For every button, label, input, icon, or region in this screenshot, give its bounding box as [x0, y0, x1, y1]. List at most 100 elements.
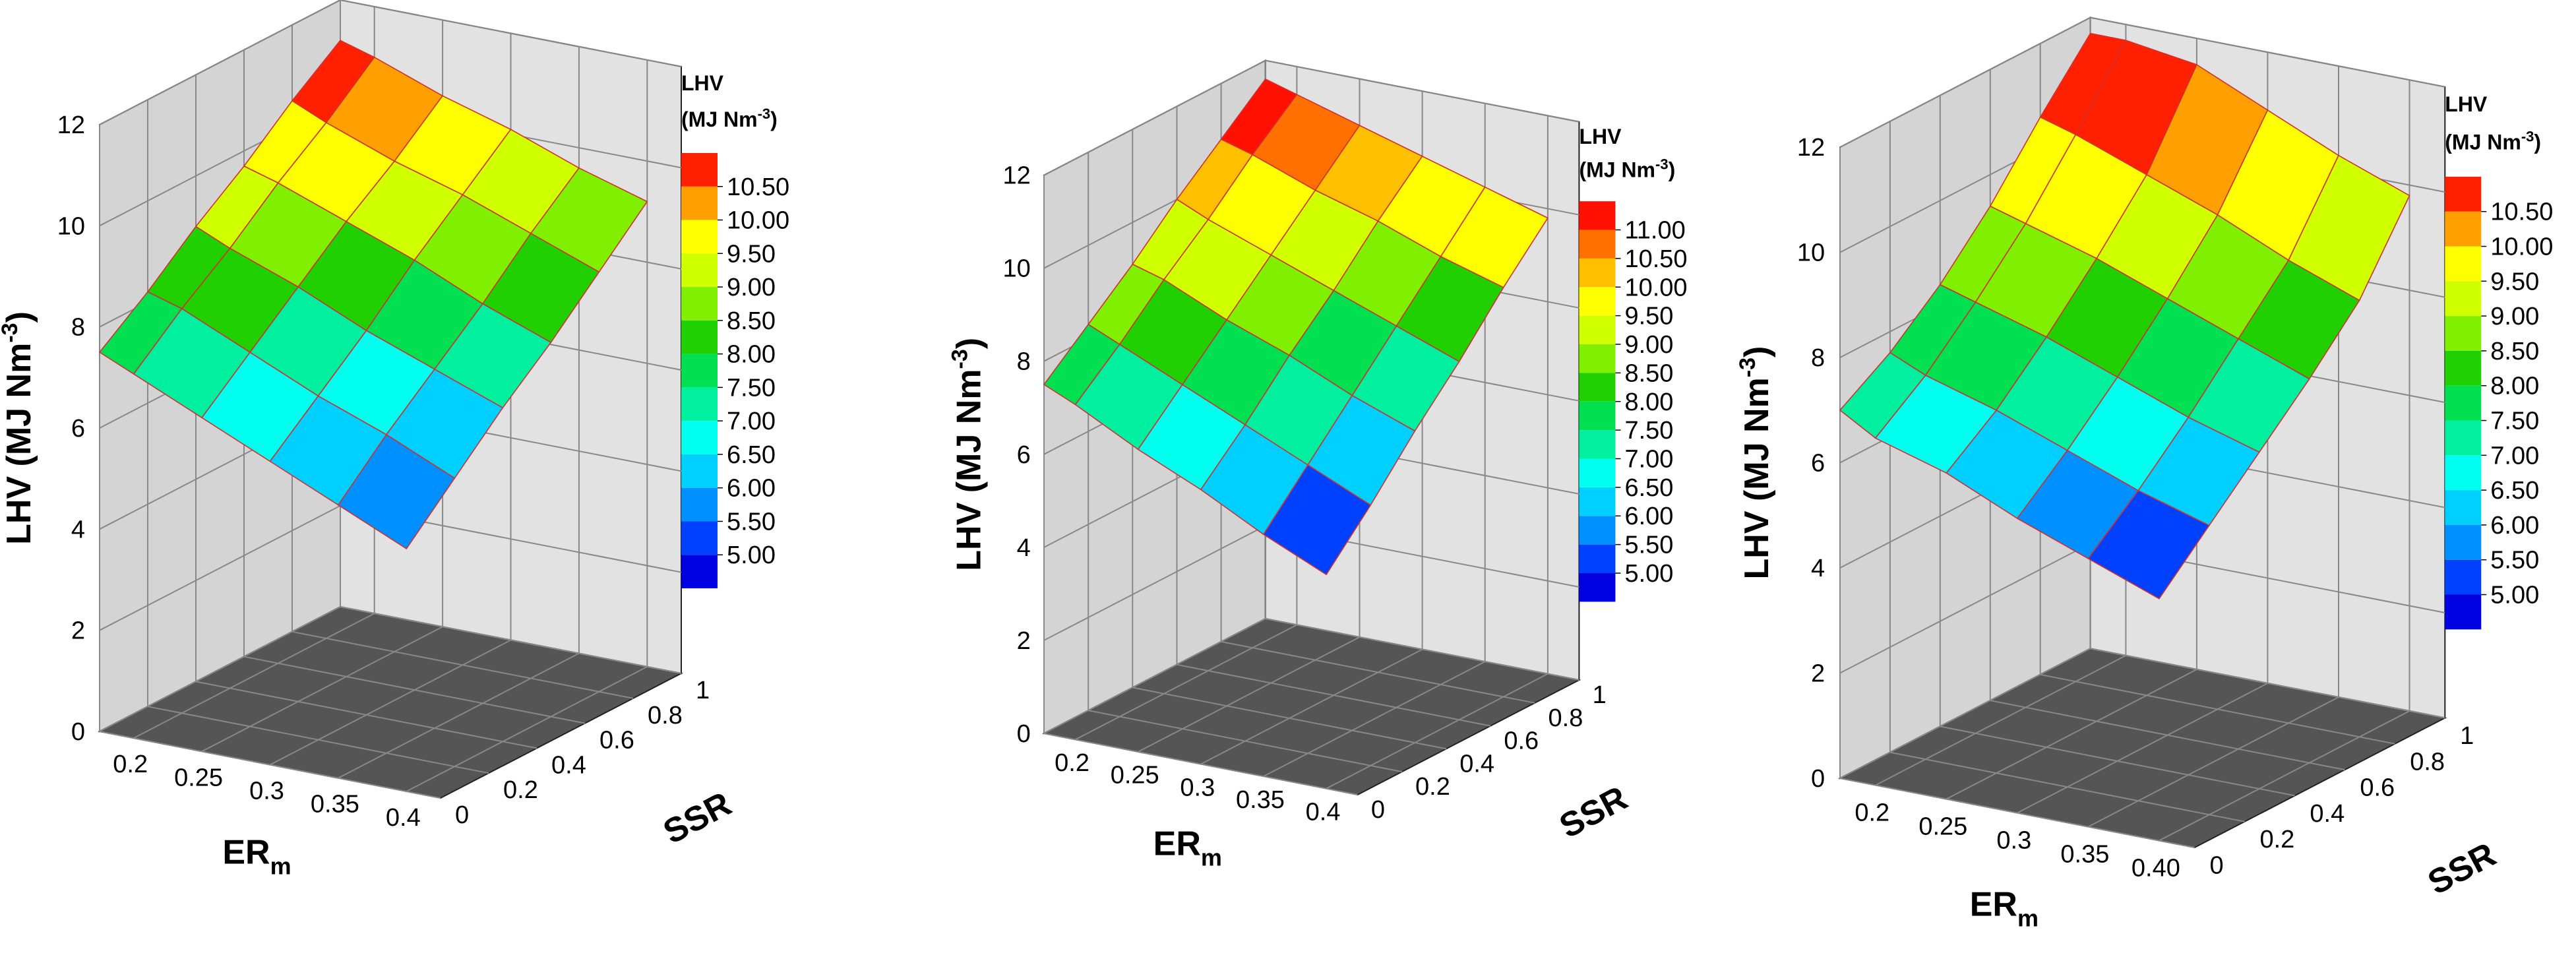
y-tick-label: 0.8 [2410, 748, 2445, 776]
colorbar-box [2445, 246, 2482, 282]
z-tick-label: 4 [1811, 555, 1825, 582]
colorbar-box [1579, 516, 1616, 545]
colorbar-label: 9.50 [2490, 268, 2539, 295]
z-tick-label: 0 [1811, 765, 1825, 793]
z-axis-title-part: ) [1738, 346, 1776, 357]
colorbar-box [1579, 258, 1616, 288]
colorbar-box [2445, 281, 2482, 317]
colorbar-box [2445, 559, 2482, 595]
x-tick-label: 0.25 [1918, 813, 1967, 841]
z-tick-label: 10 [57, 212, 85, 240]
y-tick-label: 0.4 [1459, 750, 1494, 778]
x-axis-title-part: m [2017, 905, 2039, 932]
z-axis-title-part: LHV (MJ Nm [950, 369, 988, 571]
colorbar-label: 10.50 [1624, 245, 1687, 273]
colorbar-box [2445, 524, 2482, 560]
colorbar-label: 5.00 [1624, 560, 1673, 588]
z-tick-label: 8 [1811, 344, 1825, 372]
colorbar-box [1579, 544, 1616, 573]
colorbar-label: 5.50 [1624, 532, 1673, 559]
y-tick-label: 0 [455, 801, 469, 829]
colorbar-label: 7.00 [1624, 446, 1673, 474]
y-grid-line [1839, 147, 2195, 848]
z-axis-title: LHV (MJ Nm-3) [0, 311, 38, 545]
colorbar-label: 10.00 [727, 207, 789, 235]
x-tick-label: 0.3 [1180, 774, 1215, 801]
colorbar-label: 8.50 [1624, 359, 1673, 387]
colorbar-box [1579, 487, 1616, 516]
colorbar-label: 9.50 [727, 240, 776, 268]
colorbar-box [2445, 176, 2482, 212]
y-tick-label: 0.6 [599, 727, 634, 755]
x-tick-label: 0.2 [113, 751, 148, 778]
legend-unit-part: ) [1669, 158, 1676, 181]
z-tick-label: 12 [1797, 134, 1825, 162]
z-tick-label: 10 [1002, 255, 1030, 283]
x-axis-title-part: ER [1970, 886, 2017, 924]
colorbar-label: 5.00 [727, 541, 776, 569]
y-tick-label: 0.4 [2310, 800, 2345, 828]
x-axis-title-part: ER [1153, 824, 1201, 863]
colorbar-label: 10.00 [2490, 233, 2553, 261]
z-tick-label: 0 [71, 718, 85, 746]
x-tick-label: 0.2 [1055, 749, 1089, 777]
z-tick-label: 12 [57, 111, 85, 139]
z-axis-title-part: ) [0, 311, 38, 323]
legend-title: LHV [1579, 125, 1622, 148]
legend-unit-part: (MJ Nm [1579, 158, 1655, 181]
y-tick-label: 0.2 [2259, 826, 2294, 853]
colorbar-label: 7.50 [1624, 417, 1673, 445]
y-grid-line [1043, 175, 1358, 795]
y-grid-line [99, 125, 441, 799]
colorbar-box [2445, 455, 2482, 491]
colorbar-box [1579, 401, 1616, 431]
y-tick-label: 0.8 [648, 702, 683, 729]
colorbar-box [2445, 385, 2482, 421]
z-tick-label: 12 [1002, 162, 1030, 190]
y-tick-label: 1 [696, 677, 710, 704]
colorbar-label: 6.50 [1624, 474, 1673, 502]
colorbar-box [681, 287, 718, 321]
colorbar-box [1579, 287, 1616, 316]
colorbar-label: 6.00 [2490, 512, 2539, 540]
colorbar-box [1579, 344, 1616, 373]
legend-unit-part: ) [2534, 130, 2541, 154]
x-tick-label: 0.4 [386, 804, 421, 832]
y-tick-label: 0.8 [1549, 704, 1583, 732]
z-grid-line [99, 0, 682, 125]
y-tick-label: 0.2 [1415, 773, 1450, 801]
colorbar-label: 7.50 [2490, 408, 2539, 435]
z-axis-title-part: ) [950, 338, 988, 349]
colorbar-box [2445, 316, 2482, 351]
colorbar-label: 5.50 [2490, 547, 2539, 574]
z-axis-title-part: -3 [947, 349, 972, 369]
x-tick-label: 0.3 [1996, 827, 2031, 855]
z-tick-label: 2 [71, 617, 85, 645]
z-tick-label: 6 [71, 415, 85, 443]
legend-title: LHV [2445, 92, 2488, 116]
colorbar-box [681, 354, 718, 388]
y-tick-label: 0.2 [503, 776, 538, 804]
surface-cell [338, 434, 456, 549]
colorbar-label: 7.00 [2490, 442, 2539, 470]
colorbar-label: 7.00 [727, 408, 776, 435]
x-axis-title: ERm [222, 834, 291, 880]
colorbar-label: 5.00 [2490, 582, 2539, 609]
colorbar-label: 5.50 [727, 508, 776, 536]
colorbar-box [1579, 373, 1616, 402]
colorbar-label: 8.50 [727, 307, 776, 335]
z-axis-title-part: LHV (MJ Nm [1738, 377, 1776, 579]
colorbar-label: 8.00 [1624, 388, 1673, 416]
x-axis-title-part: ER [222, 834, 270, 872]
colorbar-label: 10.50 [2490, 199, 2553, 226]
y-tick-label: 0.4 [551, 751, 586, 779]
surface-cell [2087, 489, 2210, 600]
z-tick-label: 8 [71, 314, 85, 342]
x-axis-title: ERm [1970, 886, 2039, 932]
y-tick-label: 1 [1593, 681, 1607, 709]
colorbar-box [681, 320, 718, 354]
colorbar-box [2445, 490, 2482, 525]
legend-unit: (MJ Nm-3) [1579, 156, 1675, 181]
colorbar-box [2445, 420, 2482, 456]
